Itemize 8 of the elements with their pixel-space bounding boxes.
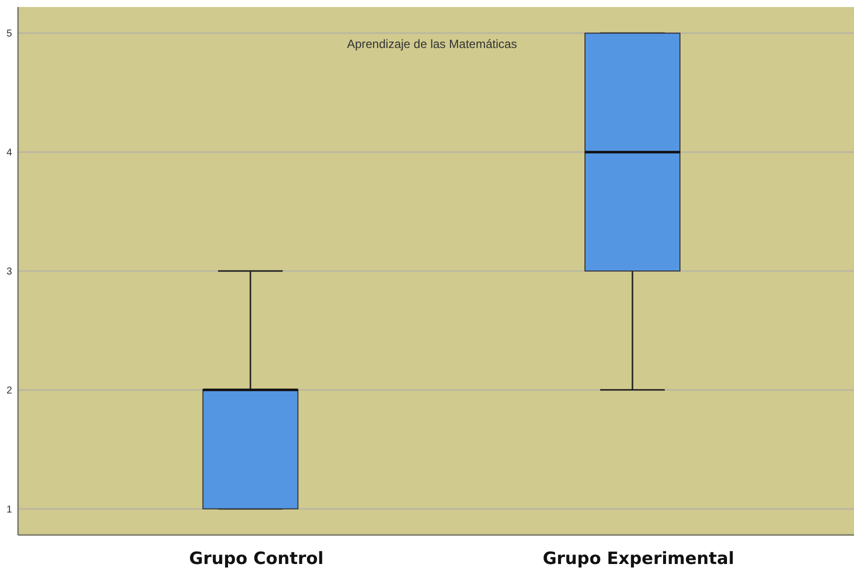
y-tick-label: 5 (6, 28, 12, 40)
x-tick-label: Grupo Control (189, 549, 324, 569)
x-tick-label: Grupo Experimental (542, 549, 734, 569)
y-tick-label: 2 (6, 385, 12, 396)
y-tick-label: 1 (6, 504, 12, 516)
y-tick-label: 3 (6, 266, 12, 278)
y-tick-label: 4 (6, 148, 12, 159)
text: Aprendizaje de las Matemáticas (346, 37, 518, 51)
